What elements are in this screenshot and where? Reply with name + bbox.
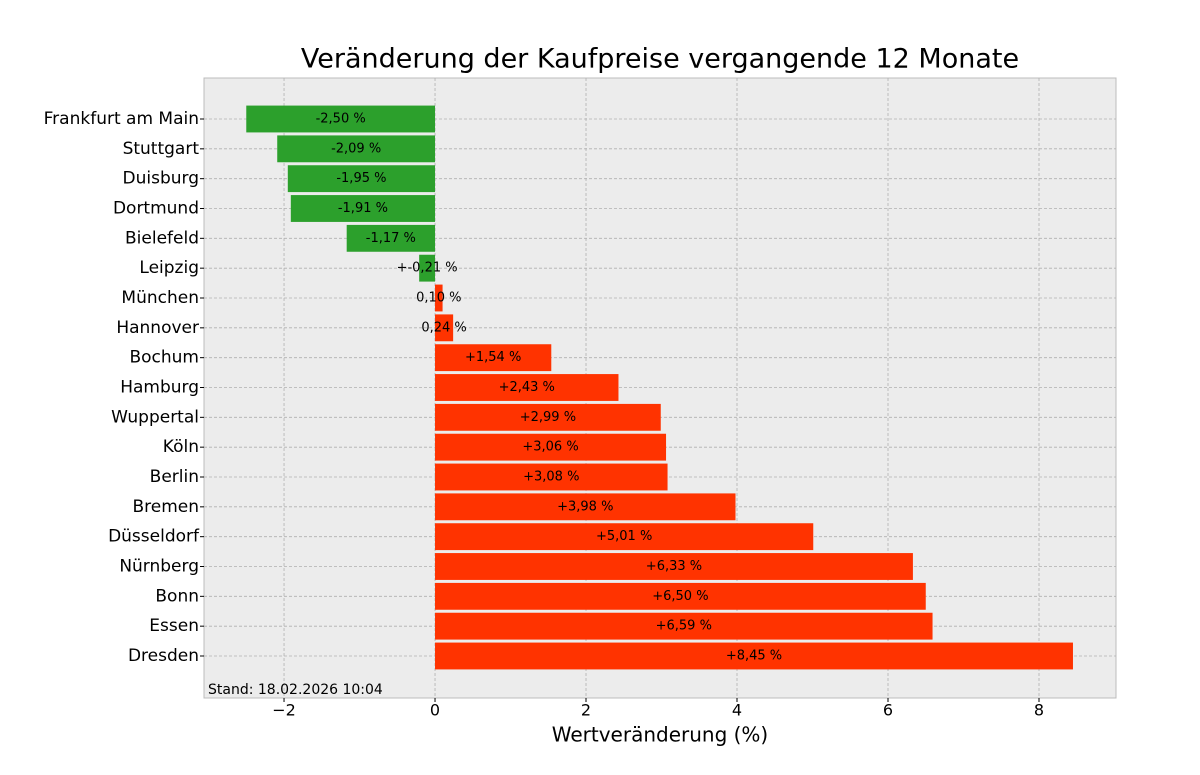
bar bbox=[435, 612, 933, 640]
value-label: -2,50 % bbox=[316, 112, 366, 127]
bar bbox=[435, 523, 814, 551]
value-label: 0,10 % bbox=[416, 291, 461, 306]
y-tick-label: Köln bbox=[163, 437, 199, 457]
value-label: +6,33 % bbox=[646, 559, 702, 574]
y-tick-label: Duisburg bbox=[123, 169, 200, 189]
y-tick-label: Dresden bbox=[128, 646, 199, 666]
value-label: +2,43 % bbox=[499, 380, 555, 395]
bar bbox=[435, 344, 552, 372]
y-tick-label: Bochum bbox=[129, 348, 199, 368]
y-tick-label: Stuttgart bbox=[123, 139, 200, 159]
y-tick-label: Hamburg bbox=[120, 378, 199, 398]
annotation: Stand: 18.02.2026 10:04 bbox=[208, 682, 383, 698]
bar bbox=[277, 135, 436, 163]
x-axis-label: Wertveränderung (%) bbox=[552, 723, 769, 747]
value-label: +3,06 % bbox=[522, 440, 578, 455]
value-label: 0,24 % bbox=[421, 320, 466, 335]
x-tick-label: 0 bbox=[430, 701, 440, 720]
x-tick-label: 2 bbox=[581, 701, 591, 720]
bar bbox=[246, 105, 436, 133]
y-tick-label: Essen bbox=[149, 616, 199, 636]
bar bbox=[287, 165, 436, 193]
y-tick-label: Dortmund bbox=[113, 199, 199, 219]
bar bbox=[435, 493, 736, 521]
value-label: +2,99 % bbox=[520, 410, 576, 425]
y-tick-label: Bremen bbox=[132, 497, 199, 517]
value-label: -1,95 % bbox=[336, 171, 386, 186]
bar bbox=[419, 254, 436, 282]
value-label: +8,45 % bbox=[726, 649, 782, 664]
value-label: +-0,21 % bbox=[397, 261, 458, 276]
value-label: -1,17 % bbox=[366, 231, 416, 246]
value-label: +3,08 % bbox=[523, 470, 579, 485]
y-tick-label: Frankfurt am Main bbox=[44, 109, 199, 129]
value-label: +3,98 % bbox=[557, 499, 613, 514]
value-label: -1,91 % bbox=[338, 201, 388, 216]
x-tick-label: 6 bbox=[883, 701, 893, 720]
bar bbox=[435, 284, 443, 312]
bar bbox=[346, 224, 436, 252]
value-label: +1,54 % bbox=[465, 350, 521, 365]
y-tick-label: Hannover bbox=[116, 318, 199, 338]
y-tick-label: Leipzig bbox=[139, 258, 199, 278]
bar bbox=[435, 433, 667, 461]
y-tick-label: Wuppertal bbox=[111, 407, 199, 427]
plot-layer: −2 0 2 4 6 8 Frankfurt am Main -2,50 % Stuttgart… bbox=[44, 78, 1116, 720]
bar bbox=[435, 403, 661, 431]
bar bbox=[435, 314, 454, 342]
x-tick-label: 4 bbox=[732, 701, 742, 720]
y-tick-label: Nürnberg bbox=[119, 557, 199, 577]
y-tick-label: München bbox=[121, 288, 199, 308]
value-label: +5,01 % bbox=[596, 529, 652, 544]
y-tick-label: Bielefeld bbox=[125, 228, 199, 248]
value-label: -2,09 % bbox=[331, 141, 381, 156]
bar bbox=[435, 374, 619, 401]
bar bbox=[435, 582, 926, 610]
y-tick-label: Düsseldorf bbox=[108, 527, 200, 547]
x-tick-label: −2 bbox=[272, 701, 296, 720]
bar bbox=[435, 553, 913, 580]
bar bbox=[290, 195, 436, 222]
x-tick-label: 8 bbox=[1034, 701, 1044, 720]
chart-title: Veränderung der Kaufpreise vergangende 1… bbox=[301, 44, 1019, 75]
y-tick-label: Berlin bbox=[150, 467, 199, 487]
value-label: +6,59 % bbox=[656, 619, 712, 634]
bar bbox=[435, 463, 668, 491]
value-label: +6,50 % bbox=[652, 589, 708, 604]
bar bbox=[435, 642, 1073, 670]
y-tick-label: Bonn bbox=[155, 586, 199, 606]
